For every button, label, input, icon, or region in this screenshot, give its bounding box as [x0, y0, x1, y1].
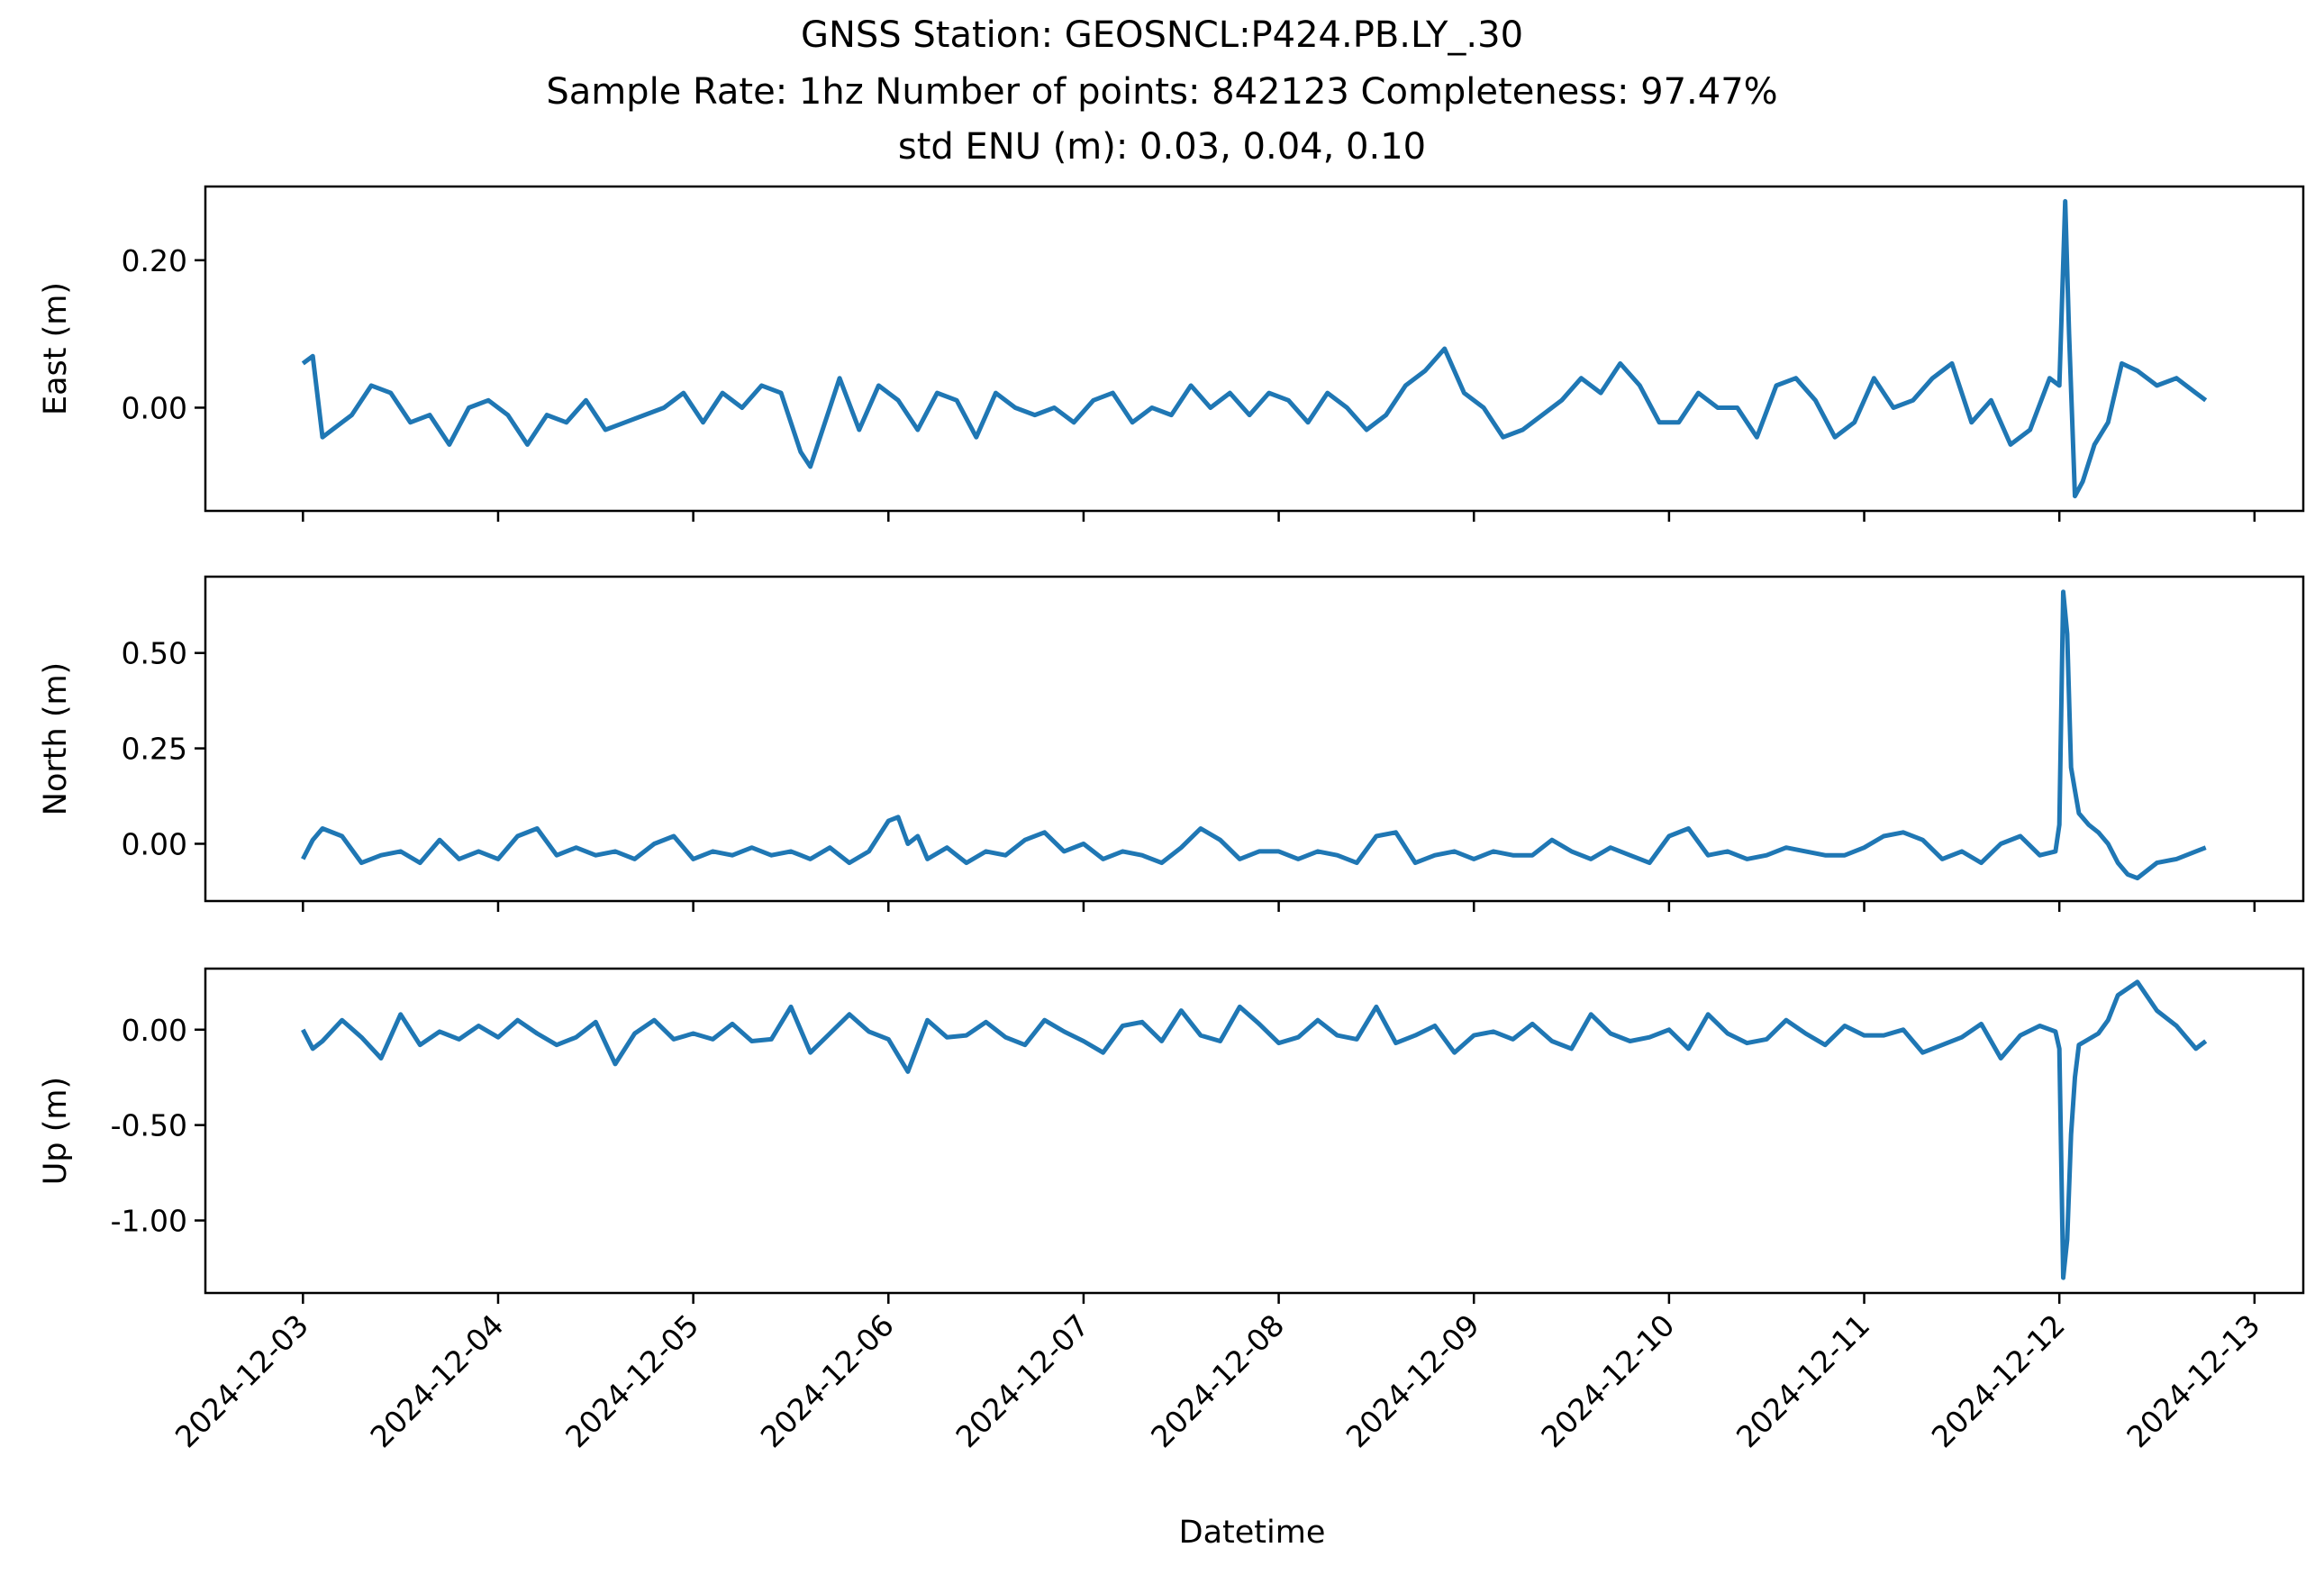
y-tick-label: 0.00 [122, 390, 187, 425]
series-line-panel-0 [301, 198, 2208, 499]
y-axis-label-panel-1: North (m) [38, 662, 74, 815]
axes-frame-panel-1 [204, 575, 2305, 903]
y-axis-label-panel-2: Up (m) [38, 1077, 74, 1185]
x-tick-label: 2024-12-08 [1144, 1307, 1291, 1454]
x-tick-label: 2024-12-05 [558, 1307, 705, 1454]
y-tick-label: -1.00 [111, 1204, 187, 1239]
chart-title-line-2: Sample Rate: 1hz Number of points: 84212… [546, 71, 1777, 113]
panel-1: 0.00 0.25 0.50 North (m) [38, 575, 2305, 912]
x-tick-label: 2024-12-09 [1339, 1307, 1486, 1454]
y-tick-label: 0.00 [122, 1013, 187, 1048]
x-tick-label: 2024-12-04 [363, 1307, 510, 1454]
x-axis-label: Datetime [1179, 1515, 1326, 1551]
panel-2: -1.00 -0.50 0.00 Up (m) [38, 967, 2305, 1304]
x-tick-label: 2024-12-06 [754, 1307, 901, 1454]
x-tick-label: 2024-12-03 [168, 1307, 315, 1454]
y-tick-label: 0.25 [122, 732, 187, 767]
y-tick-label: 0.20 [122, 243, 187, 278]
chart-title-line-1: GNSS Station: GEOSNCL:P424.PB.LY_.30 [801, 14, 1523, 56]
x-tick-label: 2024-12-10 [1534, 1307, 1681, 1454]
x-tick-labels: 2024-12-03 2024-12-04 2024-12-05 2024-12-06… [168, 1307, 2267, 1454]
panels-group: 0.00 0.20 East (m) 0.00 0.25 0.50 North (m) -1.… [38, 185, 2305, 1304]
axes-frame-panel-0 [204, 185, 2305, 513]
y-tick-label: 0.50 [122, 636, 187, 671]
series-line-panel-1 [301, 589, 2207, 881]
x-tick-label: 2024-12-11 [1729, 1307, 1876, 1454]
chart-title-line-3: std ENU (m): 0.03, 0.04, 0.10 [898, 126, 1426, 168]
panel-0: 0.00 0.20 East (m) [38, 185, 2305, 522]
x-tick-label: 2024-12-12 [1925, 1307, 2072, 1454]
x-tick-label: 2024-12-13 [2120, 1307, 2266, 1454]
axes-frame-panel-2 [204, 967, 2305, 1295]
x-tick-label: 2024-12-07 [949, 1307, 1095, 1454]
y-tick-label: 0.00 [122, 826, 187, 861]
y-tick-label: -0.50 [111, 1108, 187, 1143]
y-axis-label-panel-0: East (m) [38, 282, 74, 415]
series-line-panel-2 [301, 979, 2208, 1280]
